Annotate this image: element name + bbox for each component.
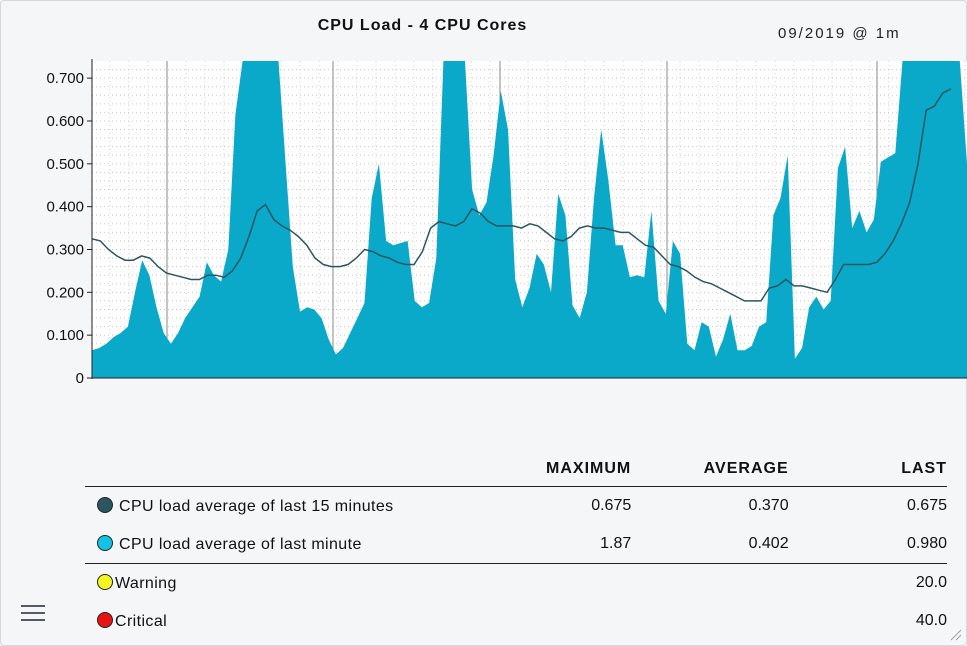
y-tick-label: 0.300 <box>46 241 84 258</box>
menu-icon[interactable] <box>21 603 45 623</box>
period-label: 09/2019 @ 1m <box>778 25 901 42</box>
legend-row-1min[interactable]: CPU load average of last minute 1.87 0.4… <box>85 525 947 564</box>
legend-label: CPU load average of last minute <box>119 535 362 553</box>
y-tick-label: 0.500 <box>46 156 84 173</box>
warning-swatch-icon <box>97 573 113 590</box>
legend-max: 0.675 <box>591 497 632 514</box>
y-tick-label: 0.600 <box>46 113 84 130</box>
chart-title: CPU Load - 4 CPU Cores <box>317 17 528 34</box>
legend-label: CPU load average of last 15 minutes <box>119 497 394 515</box>
legend-header-last: LAST <box>788 453 947 487</box>
legend-last: 40.0 <box>915 612 947 629</box>
legend-max: 1.87 <box>600 535 632 552</box>
y-tick-label: 0.400 <box>46 199 84 216</box>
legend-label: Warning <box>115 574 177 592</box>
legend-avg: 0.370 <box>748 497 789 514</box>
resize-handle-icon[interactable] <box>948 627 962 641</box>
legend-header: MAXIMUM AVERAGE LAST <box>85 453 947 487</box>
legend: MAXIMUM AVERAGE LAST CPU load average of… <box>85 453 947 640</box>
legend-row-warning: Warning 20.0 <box>85 563 947 602</box>
legend-label: Critical <box>115 612 168 630</box>
legend-header-average: AVERAGE <box>631 453 789 487</box>
critical-swatch-icon <box>97 611 113 628</box>
legend-header-maximum: MAXIMUM <box>485 453 632 487</box>
last-15-swatch-icon <box>97 496 113 513</box>
legend-avg: 0.402 <box>748 535 789 552</box>
y-tick-label: 0.100 <box>46 327 84 344</box>
legend-last: 20.0 <box>788 563 947 602</box>
legend-last: 0.980 <box>906 535 947 552</box>
y-tick-label: 0.700 <box>46 70 84 87</box>
legend-last: 0.675 <box>906 497 947 514</box>
series-last-15-line <box>91 88 952 302</box>
last-minute-swatch-icon <box>97 534 113 551</box>
legend-row-15min[interactable]: CPU load average of last 15 minutes 0.67… <box>85 487 947 526</box>
y-tick-label: 0 <box>76 370 84 387</box>
series-last-minute-area <box>92 61 967 378</box>
cpu-load-chart[interactable]: 0 0.100 0.200 0.300 0.400 0.500 0.600 0.700 <box>1 1 967 431</box>
legend-row-critical: Critical 40.0 <box>85 602 947 640</box>
y-tick-label: 0.200 <box>46 284 84 301</box>
